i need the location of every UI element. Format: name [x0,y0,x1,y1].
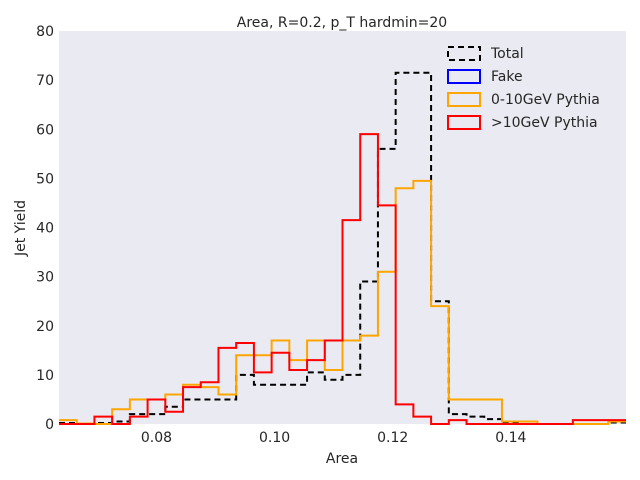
y-tick-label: 80 [36,24,54,40]
x-tick-label: 0.08 [141,430,172,446]
legend-swatch-10gev-pythia [447,115,481,130]
series-line-10gev-pythia [59,133,626,425]
y-tick-label: 10 [36,368,54,384]
legend-label-fake: Fake [491,69,523,85]
chart-title: Area, R=0.2, p_T hardmin=20 [237,15,447,31]
x-tick-labels: 0.08 0.10 0.12 0.14 [141,430,527,446]
y-axis-label: Jet Yield [13,200,29,257]
y-tick-label: 0 [45,417,54,433]
legend: Total Fake 0-10GeV Pythia >10GeV Pythia [447,46,600,131]
legend-label-total: Total [490,46,524,62]
x-tick-label: 0.12 [377,430,408,446]
legend-label-0-10gev-pythia: 0-10GeV Pythia [491,92,600,108]
y-tick-label: 20 [36,319,54,335]
x-tick-label: 0.10 [259,430,290,446]
legend-swatch-0-10gev-pythia [447,92,481,107]
legend-swatch-fake [447,69,481,84]
y-tick-labels: 0 10 20 30 40 50 60 70 80 [36,24,54,433]
y-tick-label: 60 [36,122,54,138]
y-tick-label: 40 [36,221,54,237]
y-tick-label: 30 [36,270,54,286]
y-tick-label: 70 [36,73,54,89]
x-tick-label: 0.14 [495,430,526,446]
y-tick-label: 50 [36,171,54,187]
x-axis-label: Area [326,451,358,467]
legend-label-10gev-pythia: >10GeV Pythia [491,115,598,131]
series-layer [59,71,626,425]
legend-swatch-total [447,46,481,61]
